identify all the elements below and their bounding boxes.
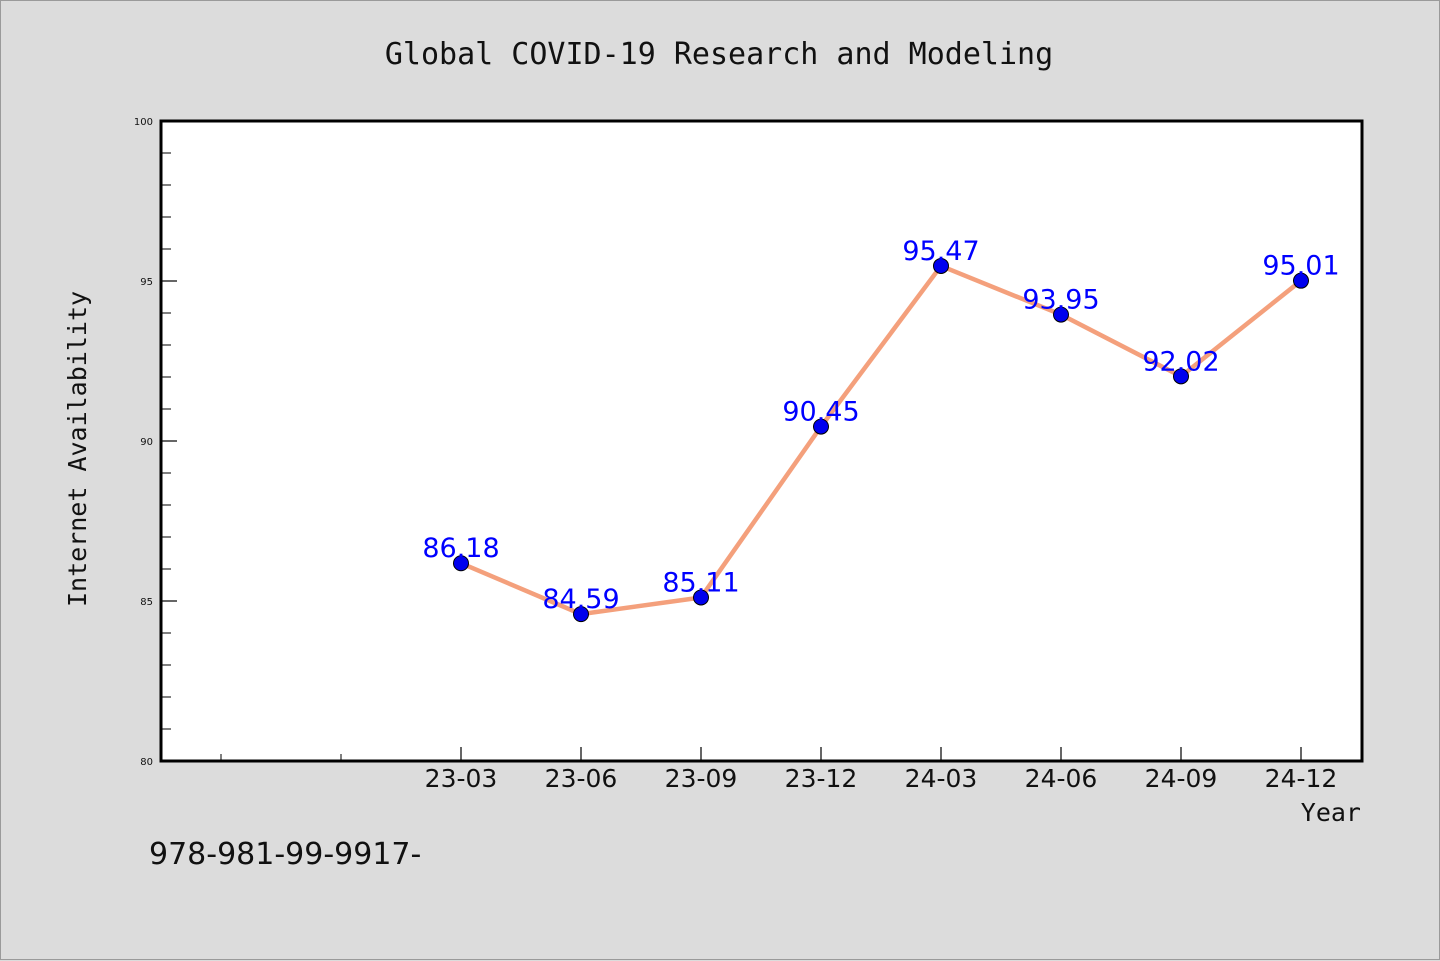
x-tick-label: 24-06: [1025, 764, 1098, 793]
y-tick-label: 85: [140, 597, 153, 608]
y-axis-ticks: 80 85 90 95 100: [134, 117, 177, 768]
data-labels: 86.18 84.59 85.11 90.45 95.47 93.95 92.02 95.01: [422, 236, 1339, 615]
plot-area: [159, 119, 1364, 763]
data-label: 95.01: [1262, 251, 1339, 282]
data-point-marker: [453, 555, 469, 572]
data-point-marker: [813, 418, 829, 435]
data-label: 85.11: [662, 567, 739, 598]
y-tick-label: 95: [140, 277, 153, 288]
data-label: 92.02: [1142, 346, 1219, 377]
data-point-marker: [693, 589, 709, 606]
data-label: 86.18: [422, 533, 499, 564]
y-tick-label: 100: [134, 117, 153, 128]
x-axis-label: Year: [1301, 798, 1361, 827]
data-point-marker: [1053, 306, 1069, 323]
x-tick-label: 23-06: [545, 764, 618, 793]
data-markers: [453, 257, 1309, 623]
y-minor-ticks: [161, 152, 171, 730]
isbn-footer: 978-981-99-9917-: [149, 837, 421, 872]
data-label: 93.95: [1022, 285, 1099, 316]
data-label: 95.47: [902, 236, 979, 267]
data-point-marker: [573, 606, 589, 623]
y-axis-label: Internet Availability: [63, 291, 92, 607]
y-tick-label: 90: [140, 437, 153, 448]
x-tick-label: 24-09: [1145, 764, 1218, 793]
data-label: 90.45: [782, 397, 859, 428]
x-tick-label: 23-09: [665, 764, 738, 793]
x-tick-label: 24-12: [1265, 764, 1338, 793]
chart-title: Global COVID-19 Research and Modeling: [385, 37, 1053, 72]
x-axis-ticks: 23-03 23-06 23-09 23-12 24-03 24-06 24-09 24-12: [425, 747, 1338, 793]
x-tick-label: 23-03: [425, 764, 498, 793]
data-point-marker: [1173, 368, 1189, 385]
data-point-marker: [933, 257, 949, 274]
x-tick-label: 23-12: [785, 764, 858, 793]
data-label: 84.59: [542, 584, 619, 615]
x-tick-label: 24-03: [905, 764, 978, 793]
y-tick-label: 80: [140, 757, 153, 768]
data-point-marker: [1293, 272, 1309, 289]
series-line: [460, 263, 1303, 617]
